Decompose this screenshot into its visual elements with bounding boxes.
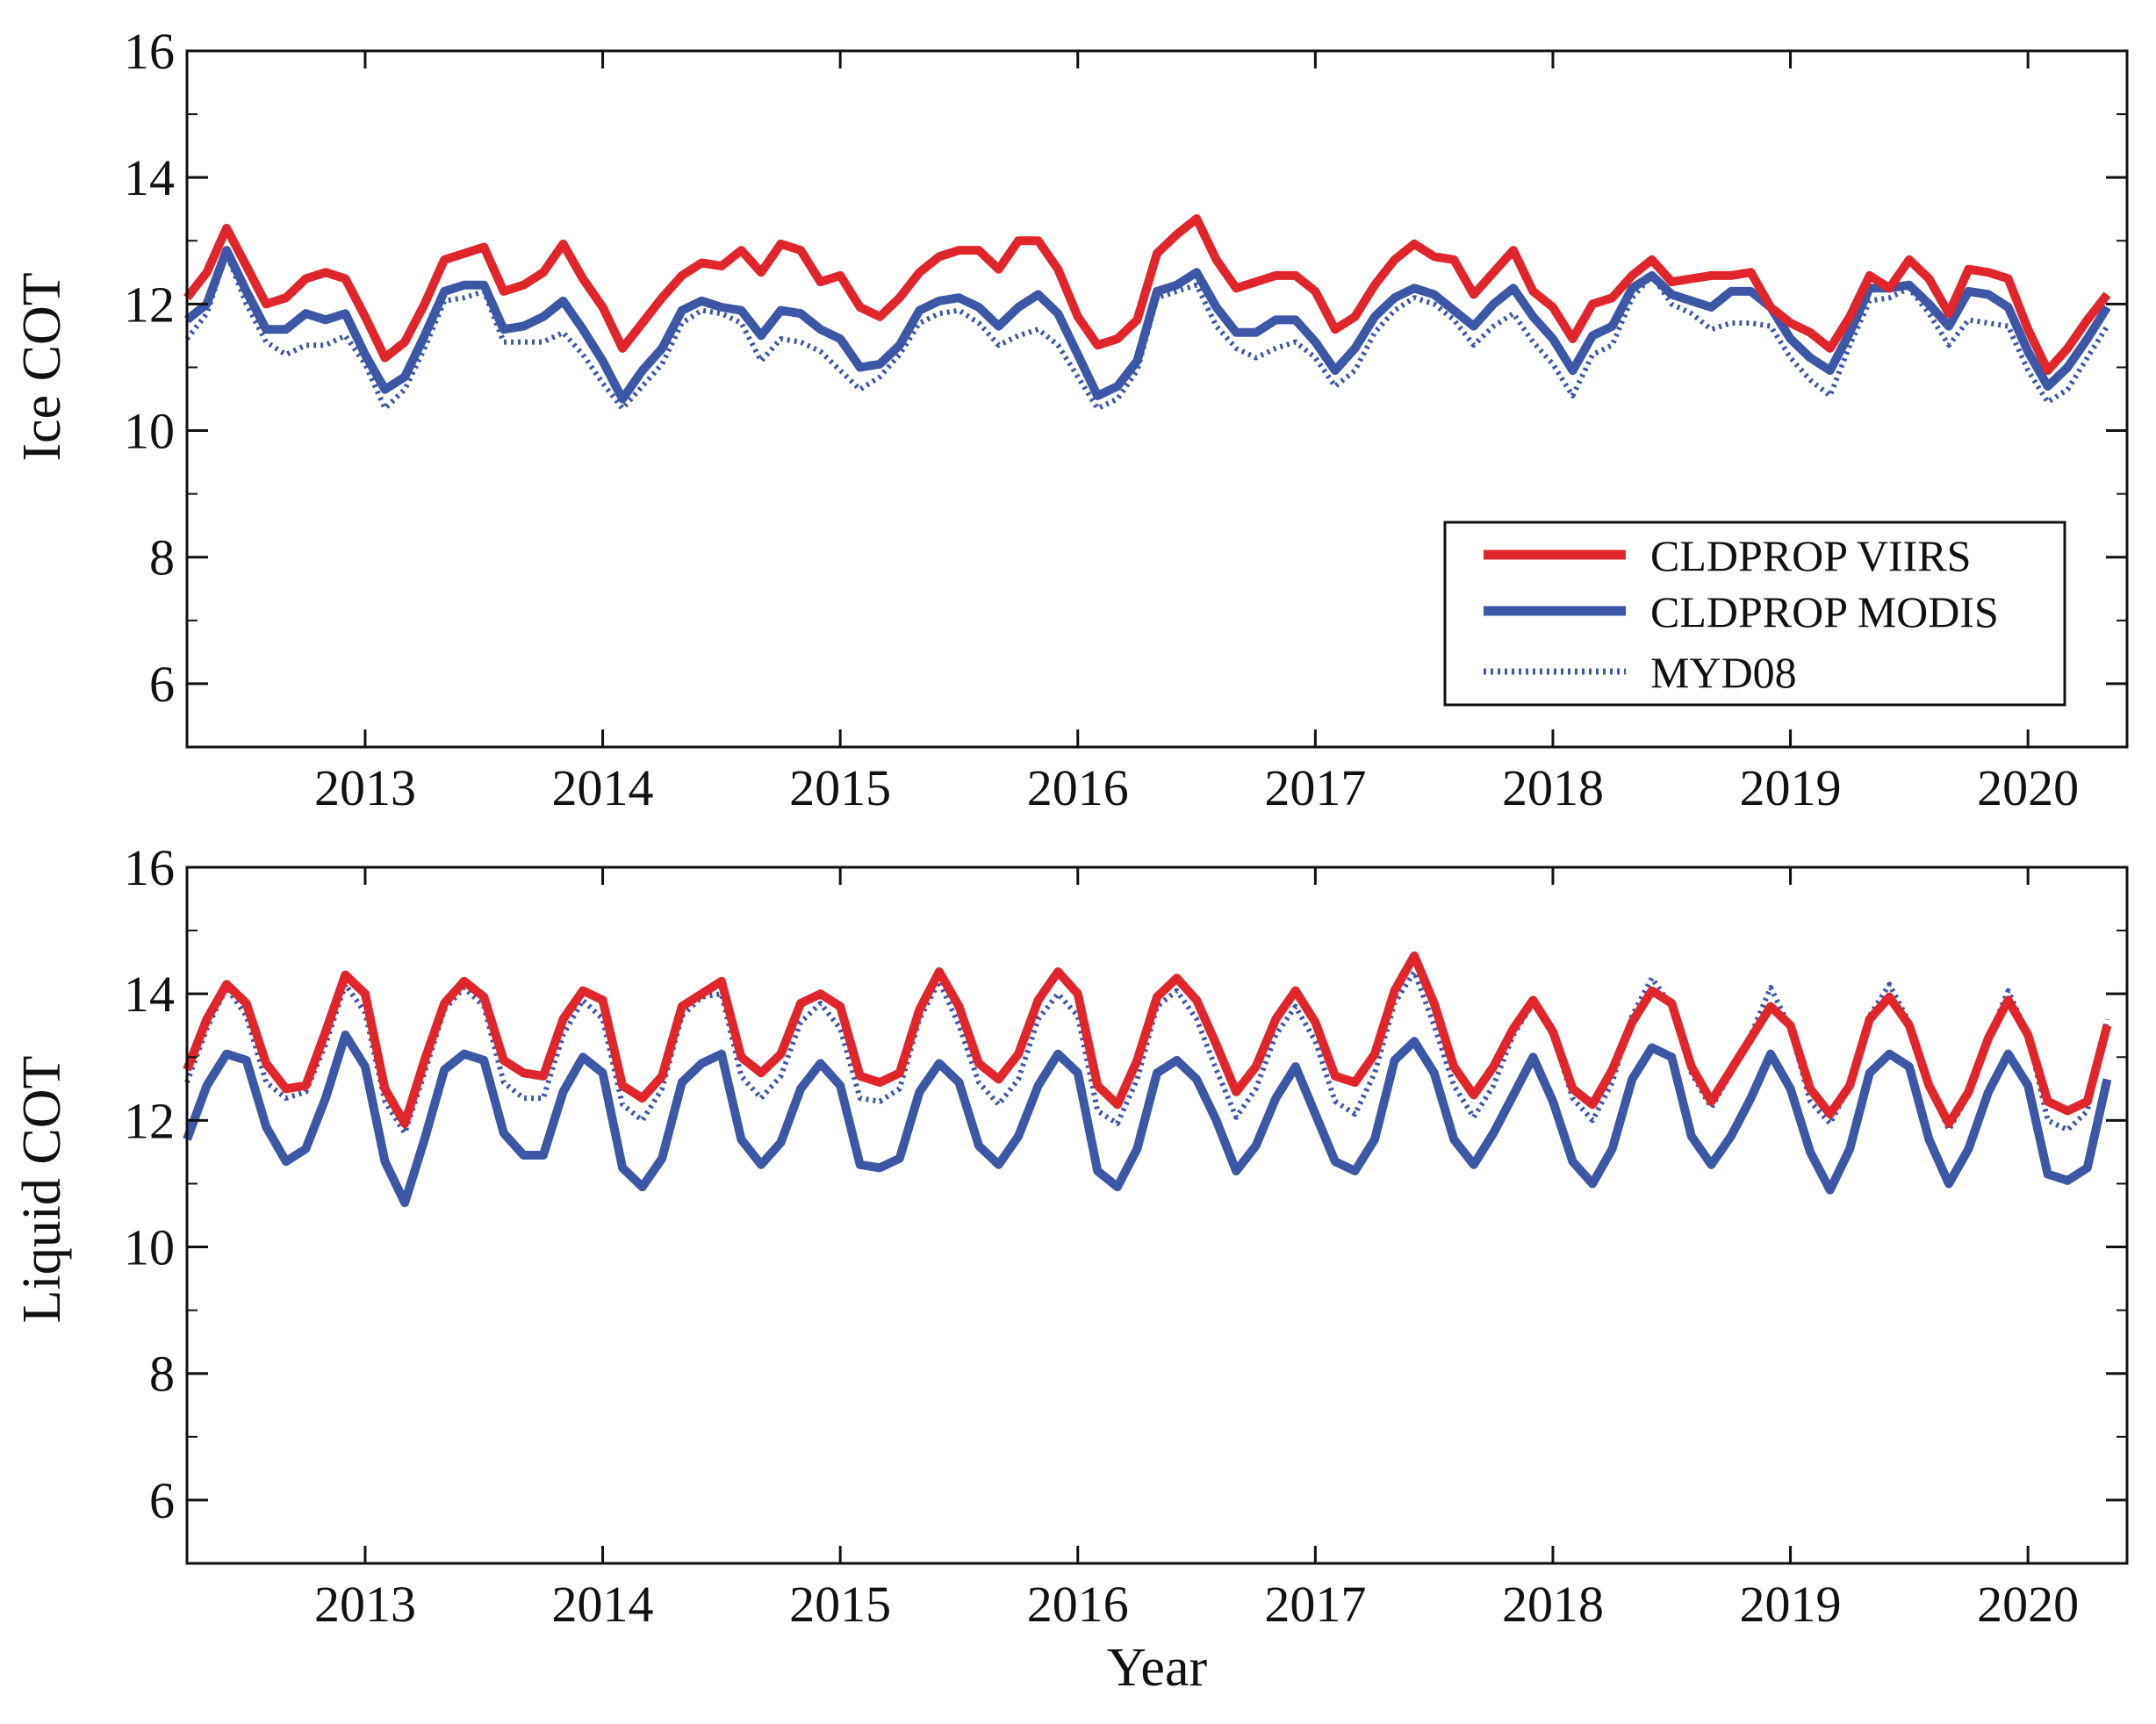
- liquid-cot-series-layer: [183, 951, 2112, 1208]
- ice-cot-ticks: 2013 2014 2015 2016 2017 2018 2019 2020 6 8 10 12 14…: [124, 23, 2127, 816]
- ice-cot-plot-frame: [185, 49, 2129, 749]
- liquid-cot-xtick-label-2014: 2014: [552, 1576, 654, 1633]
- ice-cot-ytick-label-16: 16: [124, 23, 175, 80]
- ice-cot-xtick-label-2015: 2015: [789, 759, 891, 816]
- liquid-cot-plot-frame: [185, 866, 2129, 1565]
- ice-cot-panel: 2013 2014 2015 2016 2017 2018 2019 2020 6 8 10 12 14…: [12, 23, 2129, 816]
- ice-cot-xtick-label-2019: 2019: [1740, 759, 1842, 816]
- liquid-cot-ytick-label-12: 12: [124, 1092, 175, 1149]
- ice-cot-xtick-label-2014: 2014: [552, 759, 654, 816]
- liquid-cot-xtick-label-2020: 2020: [1977, 1576, 2079, 1633]
- ice-cot-ytick-label-8: 8: [149, 529, 175, 586]
- liquid-cot-ytick-label-14: 14: [124, 966, 175, 1023]
- liquid-cot-xtick-label-2013: 2013: [314, 1576, 416, 1633]
- liquid-cot-panel: 2013 2014 2015 2016 2017 2018 2019 2020 6 8 10 12 14…: [12, 839, 2129, 1698]
- ice-cot-ytick-label-10: 10: [124, 403, 175, 460]
- liquid-cot-ticks: 2013 2014 2015 2016 2017 2018 2019 2020 6 8 10 12 14…: [124, 839, 2127, 1633]
- ice-cot-series-cldprop-viirs-line: [183, 214, 2111, 376]
- legend-label-myd08: MYD08: [1650, 648, 1797, 697]
- liquid-cot-xtick-label-2017: 2017: [1264, 1576, 1366, 1633]
- liquid-cot-ytick-label-6: 6: [149, 1472, 175, 1529]
- ice-cot-xtick-label-2016: 2016: [1027, 759, 1129, 816]
- ice-cot-ytick-label-12: 12: [124, 276, 175, 333]
- legend: CLDPROP VIIRS CLDPROP MODIS MYD08: [1443, 521, 2066, 707]
- ice-cot-xtick-label-2020: 2020: [1977, 759, 2079, 816]
- x-axis-title: Year: [1107, 1638, 1208, 1698]
- ice-cot-ytick-label-6: 6: [149, 656, 175, 713]
- ice-cot-xtick-label-2018: 2018: [1502, 759, 1604, 816]
- liquid-cot-xtick-label-2018: 2018: [1502, 1576, 1604, 1633]
- ice-cot-series-cldprop-modis-line: [183, 246, 2111, 404]
- ice-cot-xtick-label-2017: 2017: [1264, 759, 1366, 816]
- liquid-cot-xtick-label-2016: 2016: [1027, 1576, 1129, 1633]
- ice-cot-series-layer: [183, 214, 2111, 412]
- liquid-cot-series-cldprop-modis-line: [183, 1031, 2112, 1208]
- ice-cot-ytick-label-14: 14: [124, 149, 175, 206]
- ice-cot-ylabel: Ice COT: [12, 272, 72, 461]
- liquid-cot-series-cldprop-viirs-line: [183, 951, 2112, 1128]
- ice-cot-xtick-label-2013: 2013: [314, 759, 416, 816]
- liquid-cot-ylabel: Liquid COT: [12, 1056, 72, 1324]
- liquid-cot-ytick-label-16: 16: [124, 839, 175, 896]
- legend-label-viirs: CLDPROP VIIRS: [1650, 531, 1971, 580]
- liquid-cot-ytick-label-10: 10: [124, 1219, 175, 1276]
- liquid-cot-xtick-label-2019: 2019: [1740, 1576, 1842, 1633]
- legend-label-modis: CLDPROP MODIS: [1650, 587, 1999, 636]
- liquid-cot-ytick-label-8: 8: [149, 1346, 175, 1403]
- liquid-cot-xtick-label-2015: 2015: [789, 1576, 891, 1633]
